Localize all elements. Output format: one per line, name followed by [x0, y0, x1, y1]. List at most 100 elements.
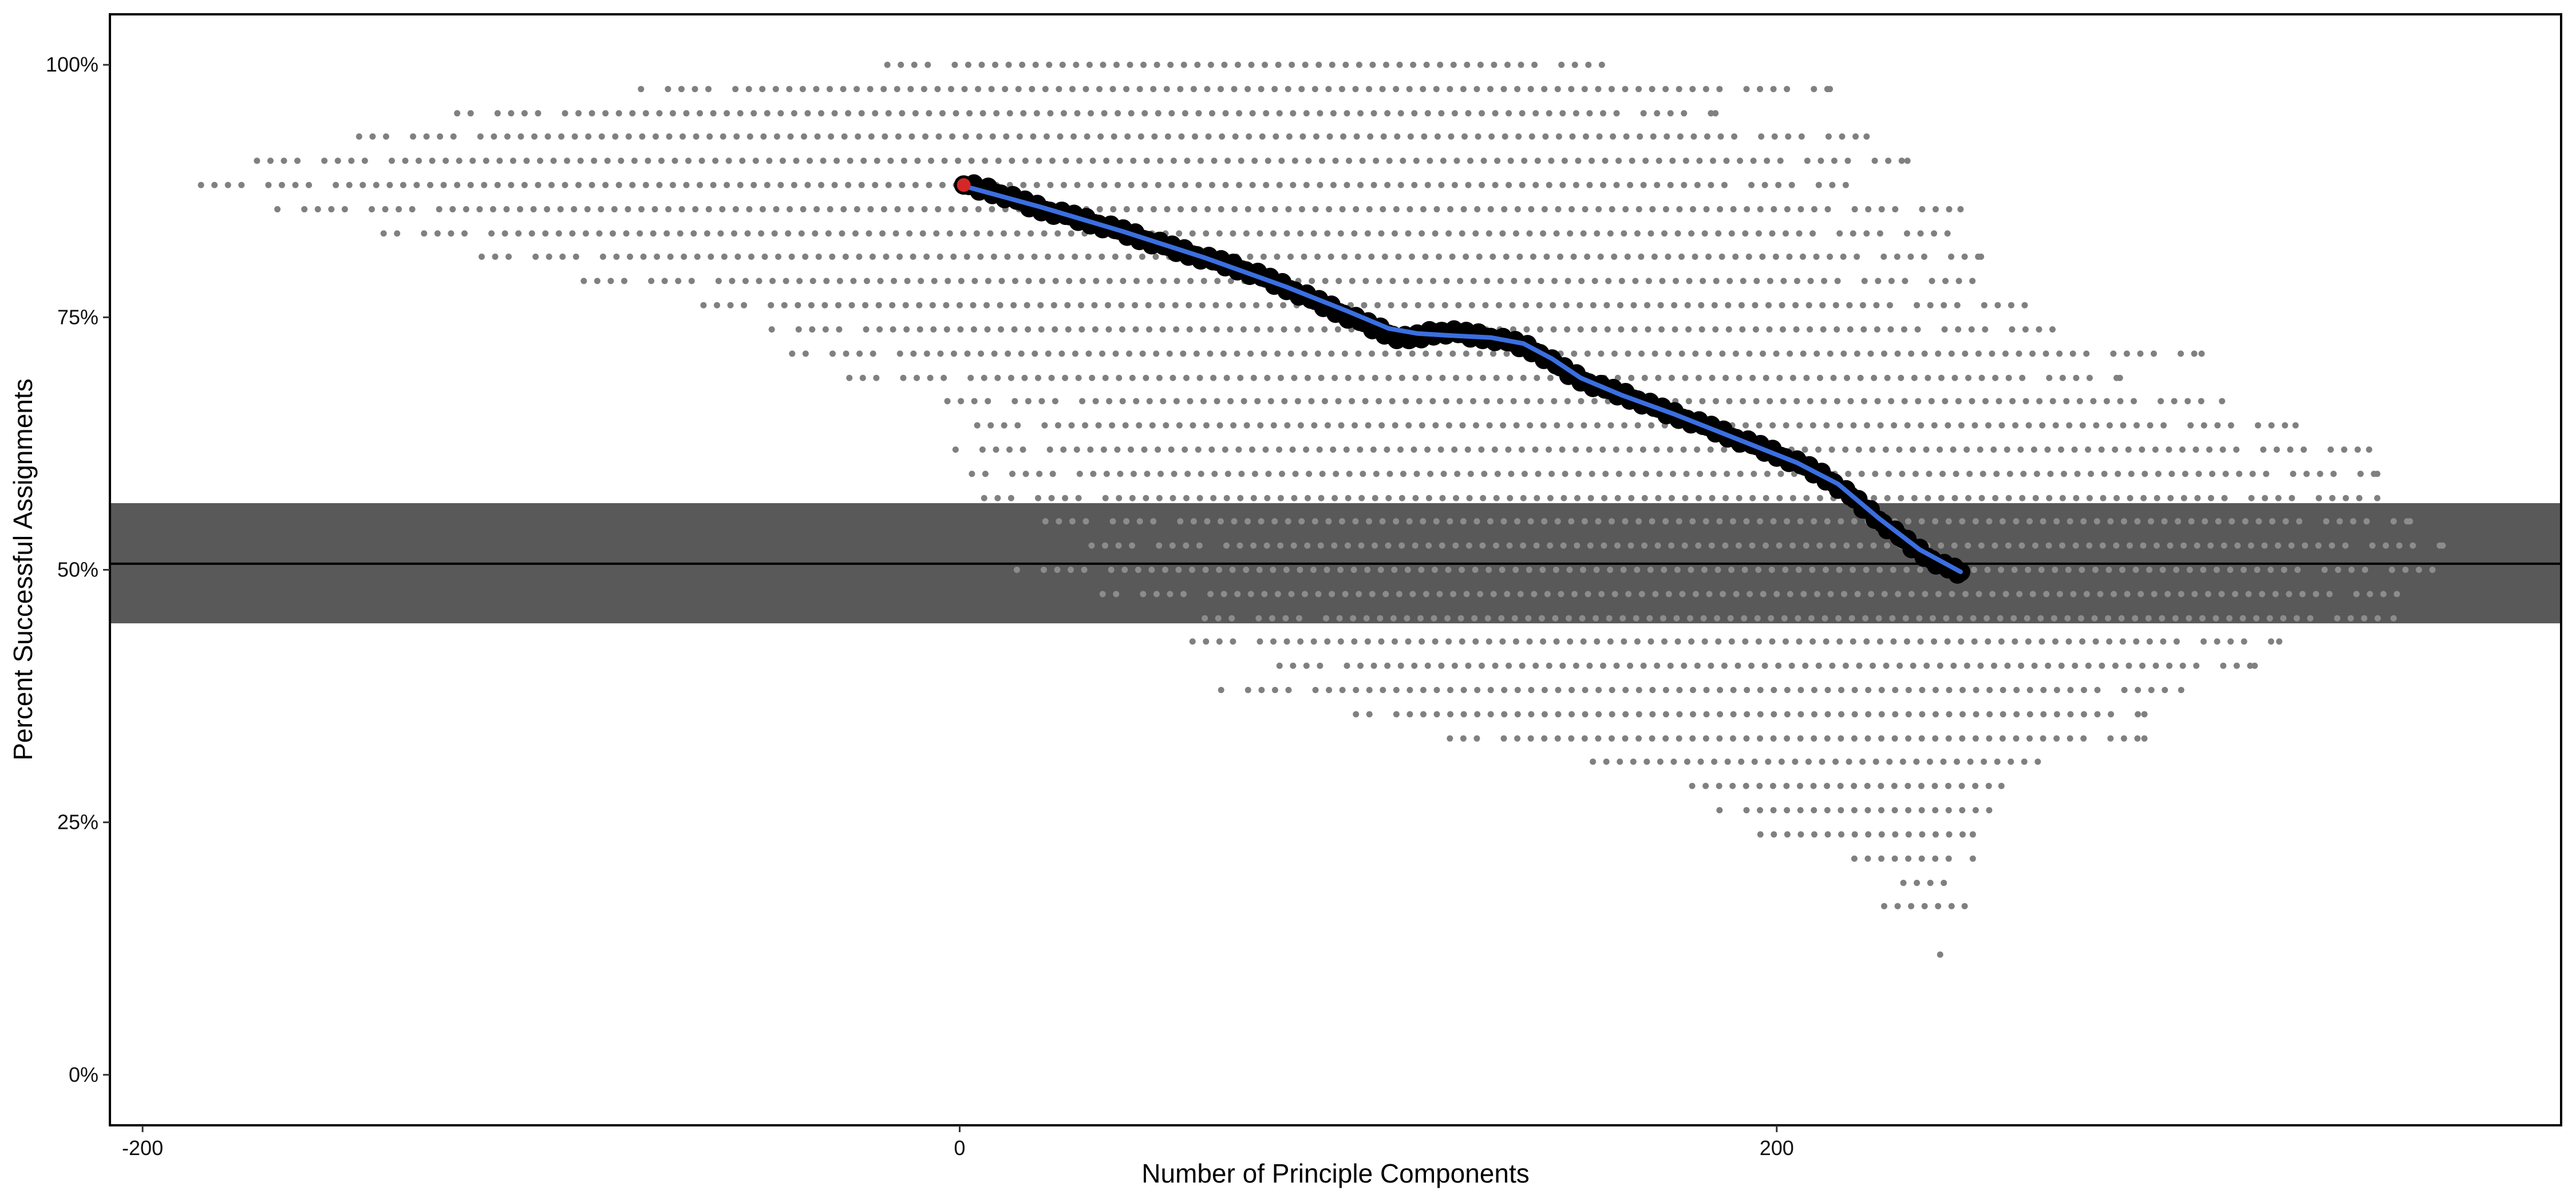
background-dot-row: [355, 133, 1870, 140]
background-dot: [788, 253, 795, 260]
background-dot: [1497, 278, 1504, 284]
background-dot: [1661, 567, 1668, 573]
background-dot: [2097, 591, 2104, 598]
background-dot: [2171, 398, 2178, 405]
background-dot: [2146, 567, 2153, 573]
background-dot: [1285, 518, 1291, 525]
background-dot: [1146, 326, 1153, 333]
background-dot: [1863, 133, 1870, 140]
background-dot: [1963, 446, 1970, 453]
background-dot: [1527, 86, 1534, 93]
background-dot: [1366, 86, 1373, 93]
background-dot: [693, 133, 700, 140]
background-dot: [596, 230, 603, 237]
background-dot: [1219, 133, 1226, 140]
background-dot: [1203, 638, 1210, 645]
background-dot: [2186, 567, 2193, 573]
background-dot: [1102, 495, 1109, 501]
background-dot: [2254, 567, 2261, 573]
background-dot: [1999, 735, 2006, 742]
background-dot: [631, 157, 638, 164]
background-dot: [1391, 638, 1398, 645]
background-dot: [1649, 711, 1656, 718]
background-dot: [1946, 711, 1953, 718]
background-dot: [1582, 686, 1589, 693]
background-dot: [1077, 302, 1084, 309]
background-dot: [1097, 133, 1104, 140]
background-dot: [1547, 542, 1554, 549]
background-dot: [855, 133, 862, 140]
background-dot: [1793, 278, 1800, 284]
background-dot: [913, 374, 920, 381]
background-dot: [894, 86, 900, 93]
background-dot: [669, 181, 676, 188]
background-dot: [1630, 758, 1637, 765]
background-dot: [1255, 615, 1262, 622]
background-dot: [1370, 446, 1377, 453]
background-dot: [1971, 638, 1978, 645]
background-dot: [1170, 157, 1177, 164]
background-dot: [1202, 567, 1209, 573]
background-dot: [1276, 181, 1283, 188]
background-dot: [1681, 181, 1688, 188]
background-dot: [1269, 615, 1275, 622]
background-dot: [1384, 446, 1390, 453]
background-dot: [1721, 446, 1728, 453]
background-dot: [1369, 350, 1376, 357]
background-dot: [1186, 326, 1193, 333]
background-dot: [802, 350, 809, 357]
background-dot: [1727, 615, 1734, 622]
background-dot: [1420, 86, 1427, 93]
background-dot: [2059, 374, 2066, 381]
background-dot: [1656, 470, 1663, 477]
background-dot: [1558, 61, 1565, 68]
background-dot-row: [380, 230, 1951, 237]
background-dot: [1810, 782, 1817, 789]
background-dot: [1864, 735, 1871, 742]
background-dot: [1792, 758, 1799, 765]
background-dot: [1622, 686, 1629, 693]
background-dot: [914, 157, 921, 164]
background-dot: [1862, 615, 1869, 622]
background-dot: [1065, 326, 1072, 333]
background-dot: [2025, 422, 2032, 429]
background-dot: [2070, 591, 2077, 598]
background-dot: [710, 181, 717, 188]
background-dot: [1730, 206, 1737, 213]
background-dot: [1743, 735, 1750, 742]
background-dot: [1919, 686, 1926, 693]
background-dot: [1843, 542, 1850, 549]
background-dot: [449, 206, 456, 213]
background-dot: [1932, 206, 1939, 213]
background-dot: [1789, 374, 1796, 381]
background-dot: [1380, 133, 1387, 140]
background-dot: [1755, 230, 1762, 237]
background-dot: [1186, 302, 1192, 309]
background-dot: [2063, 398, 2070, 405]
background-dot: [1116, 495, 1123, 501]
background-dot: [1876, 567, 1883, 573]
background-dot: [1756, 782, 1763, 789]
background-dot: [1739, 326, 1746, 333]
background-dot: [1563, 302, 1570, 309]
background-dot: [1205, 133, 1212, 140]
background-dot: [528, 230, 535, 237]
background-dot: [1705, 350, 1712, 357]
background-dot: [1679, 591, 1686, 598]
background-dot: [1951, 374, 1958, 381]
background-dot: [1968, 326, 1975, 333]
background-dot: [483, 157, 489, 164]
background-dot: [941, 374, 947, 381]
background-dot: [1457, 278, 1464, 284]
background-dot: [683, 181, 690, 188]
background-dot: [1732, 350, 1739, 357]
background-dot: [2366, 591, 2373, 598]
background-dot: [1603, 758, 1610, 765]
background-dot: [1025, 326, 1032, 333]
background-dot: [642, 110, 649, 117]
background-dot: [427, 181, 434, 188]
background-dot: [1054, 422, 1061, 429]
background-dot: [1104, 302, 1111, 309]
background-dot: [1432, 230, 1439, 237]
background-dot: [2017, 446, 2024, 453]
